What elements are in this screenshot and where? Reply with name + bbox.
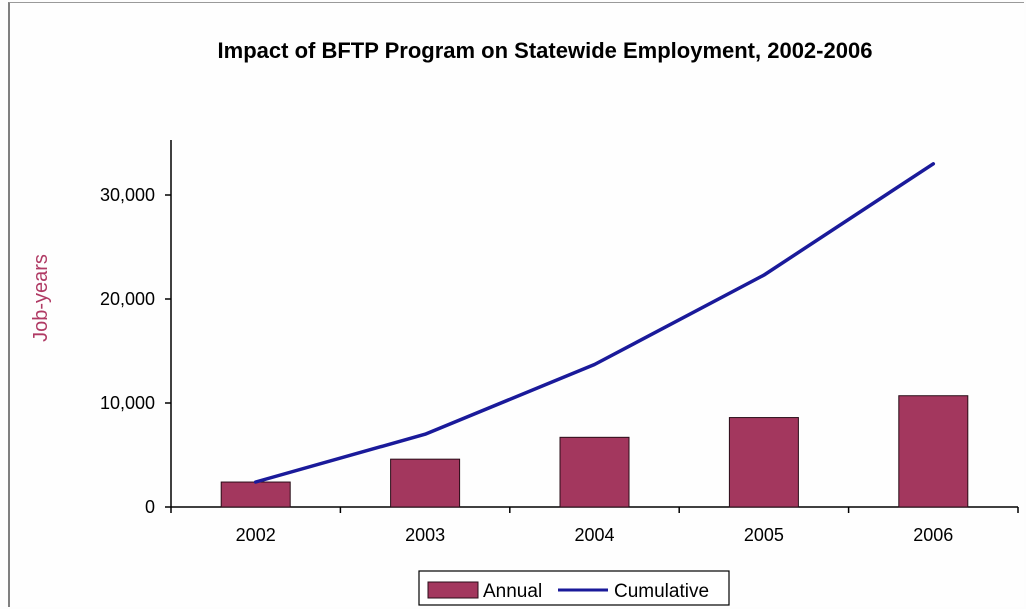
y-tick-label: 30,000 <box>100 185 155 205</box>
bar-annual-2006 <box>899 396 968 507</box>
y-tick-label: 10,000 <box>100 393 155 413</box>
bar-annual-2005 <box>729 418 798 507</box>
chart-title: Impact of BFTP Program on Statewide Empl… <box>218 38 873 63</box>
x-tick-label: 2002 <box>236 525 276 545</box>
y-tick-label: 0 <box>145 497 155 517</box>
x-tick-label: 2003 <box>405 525 445 545</box>
x-tick-label: 2006 <box>913 525 953 545</box>
legend: Annual Cumulative <box>419 571 729 605</box>
y-axis-label: Job-years <box>30 254 52 342</box>
bar-annual-2003 <box>391 459 460 507</box>
bar-annual-2002 <box>221 482 290 507</box>
y-tick-label: 20,000 <box>100 289 155 309</box>
plot-area: 0 10,000 20,000 30,000 2002 2003 2004 2005 2006 <box>100 140 1018 545</box>
legend-swatch-annual <box>428 582 478 598</box>
line-cumulative <box>256 164 934 482</box>
legend-label-cumulative: Cumulative <box>614 581 709 602</box>
bar-annual-2004 <box>560 437 629 507</box>
x-tick-label: 2004 <box>574 525 614 545</box>
x-tick-label: 2005 <box>744 525 784 545</box>
legend-label-annual: Annual <box>483 581 542 602</box>
